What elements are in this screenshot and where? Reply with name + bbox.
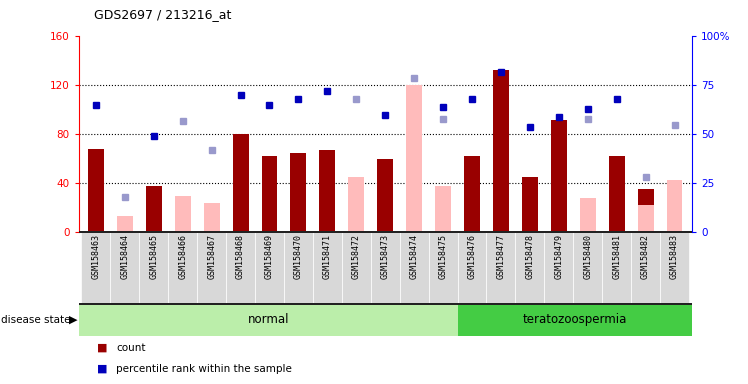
Bar bbox=[429, 232, 458, 303]
Text: GSM158463: GSM158463 bbox=[91, 235, 100, 280]
Bar bbox=[349, 177, 364, 232]
Text: GSM158475: GSM158475 bbox=[438, 235, 447, 280]
Bar bbox=[371, 232, 399, 303]
Bar bbox=[175, 195, 191, 232]
Text: GSM158469: GSM158469 bbox=[265, 235, 274, 280]
Text: GSM158470: GSM158470 bbox=[294, 235, 303, 280]
Bar bbox=[666, 180, 682, 232]
Text: GSM158479: GSM158479 bbox=[554, 235, 563, 280]
Bar bbox=[233, 134, 248, 232]
Bar bbox=[631, 232, 660, 303]
Text: GSM158476: GSM158476 bbox=[468, 235, 476, 280]
Text: ▶: ▶ bbox=[69, 314, 78, 325]
Bar bbox=[377, 159, 393, 232]
Text: percentile rank within the sample: percentile rank within the sample bbox=[116, 364, 292, 374]
Bar bbox=[660, 232, 689, 303]
Text: GSM158467: GSM158467 bbox=[207, 235, 216, 280]
Text: GSM158473: GSM158473 bbox=[381, 235, 390, 280]
Bar bbox=[79, 303, 459, 336]
Bar bbox=[117, 217, 133, 232]
Bar bbox=[435, 186, 451, 232]
Text: GSM158474: GSM158474 bbox=[410, 235, 419, 280]
Bar bbox=[342, 232, 371, 303]
Bar bbox=[406, 86, 422, 232]
Bar bbox=[111, 232, 139, 303]
Bar bbox=[82, 232, 111, 303]
Text: count: count bbox=[116, 343, 145, 353]
Text: GSM158464: GSM158464 bbox=[120, 235, 129, 280]
Bar bbox=[464, 156, 480, 232]
Bar bbox=[486, 232, 515, 303]
Bar bbox=[602, 232, 631, 303]
Bar bbox=[573, 232, 602, 303]
Bar bbox=[551, 120, 567, 232]
Bar bbox=[284, 232, 313, 303]
Bar bbox=[493, 70, 509, 232]
Bar bbox=[146, 186, 162, 232]
Text: GSM158468: GSM158468 bbox=[236, 235, 245, 280]
Text: GSM158481: GSM158481 bbox=[612, 235, 621, 280]
Bar bbox=[290, 153, 307, 232]
Bar bbox=[319, 150, 335, 232]
Bar bbox=[168, 232, 197, 303]
Text: GSM158480: GSM158480 bbox=[583, 235, 592, 280]
Text: GDS2697 / 213216_at: GDS2697 / 213216_at bbox=[94, 8, 231, 21]
Text: GSM158465: GSM158465 bbox=[150, 235, 159, 280]
Text: GSM158482: GSM158482 bbox=[641, 235, 650, 280]
Text: GSM158471: GSM158471 bbox=[323, 235, 332, 280]
Bar bbox=[609, 156, 625, 232]
Bar bbox=[522, 177, 538, 232]
Text: GSM158466: GSM158466 bbox=[178, 235, 187, 280]
Bar bbox=[255, 232, 284, 303]
Text: teratozoospermia: teratozoospermia bbox=[523, 313, 628, 326]
Text: ■: ■ bbox=[97, 364, 108, 374]
Text: GSM158478: GSM158478 bbox=[525, 235, 534, 280]
Bar bbox=[203, 203, 220, 232]
Text: ■: ■ bbox=[97, 343, 108, 353]
Text: normal: normal bbox=[248, 313, 289, 326]
Bar bbox=[399, 232, 429, 303]
Bar bbox=[637, 189, 654, 232]
Bar bbox=[459, 303, 692, 336]
Bar bbox=[139, 232, 168, 303]
Bar bbox=[637, 205, 654, 232]
Text: GSM158477: GSM158477 bbox=[497, 235, 506, 280]
Bar bbox=[226, 232, 255, 303]
Bar bbox=[580, 198, 595, 232]
Bar bbox=[88, 149, 104, 232]
Text: GSM158483: GSM158483 bbox=[670, 235, 679, 280]
Bar bbox=[515, 232, 545, 303]
Bar bbox=[458, 232, 486, 303]
Bar bbox=[197, 232, 226, 303]
Bar bbox=[313, 232, 342, 303]
Text: disease state: disease state bbox=[1, 314, 71, 325]
Bar bbox=[262, 156, 278, 232]
Bar bbox=[545, 232, 573, 303]
Text: GSM158472: GSM158472 bbox=[352, 235, 361, 280]
